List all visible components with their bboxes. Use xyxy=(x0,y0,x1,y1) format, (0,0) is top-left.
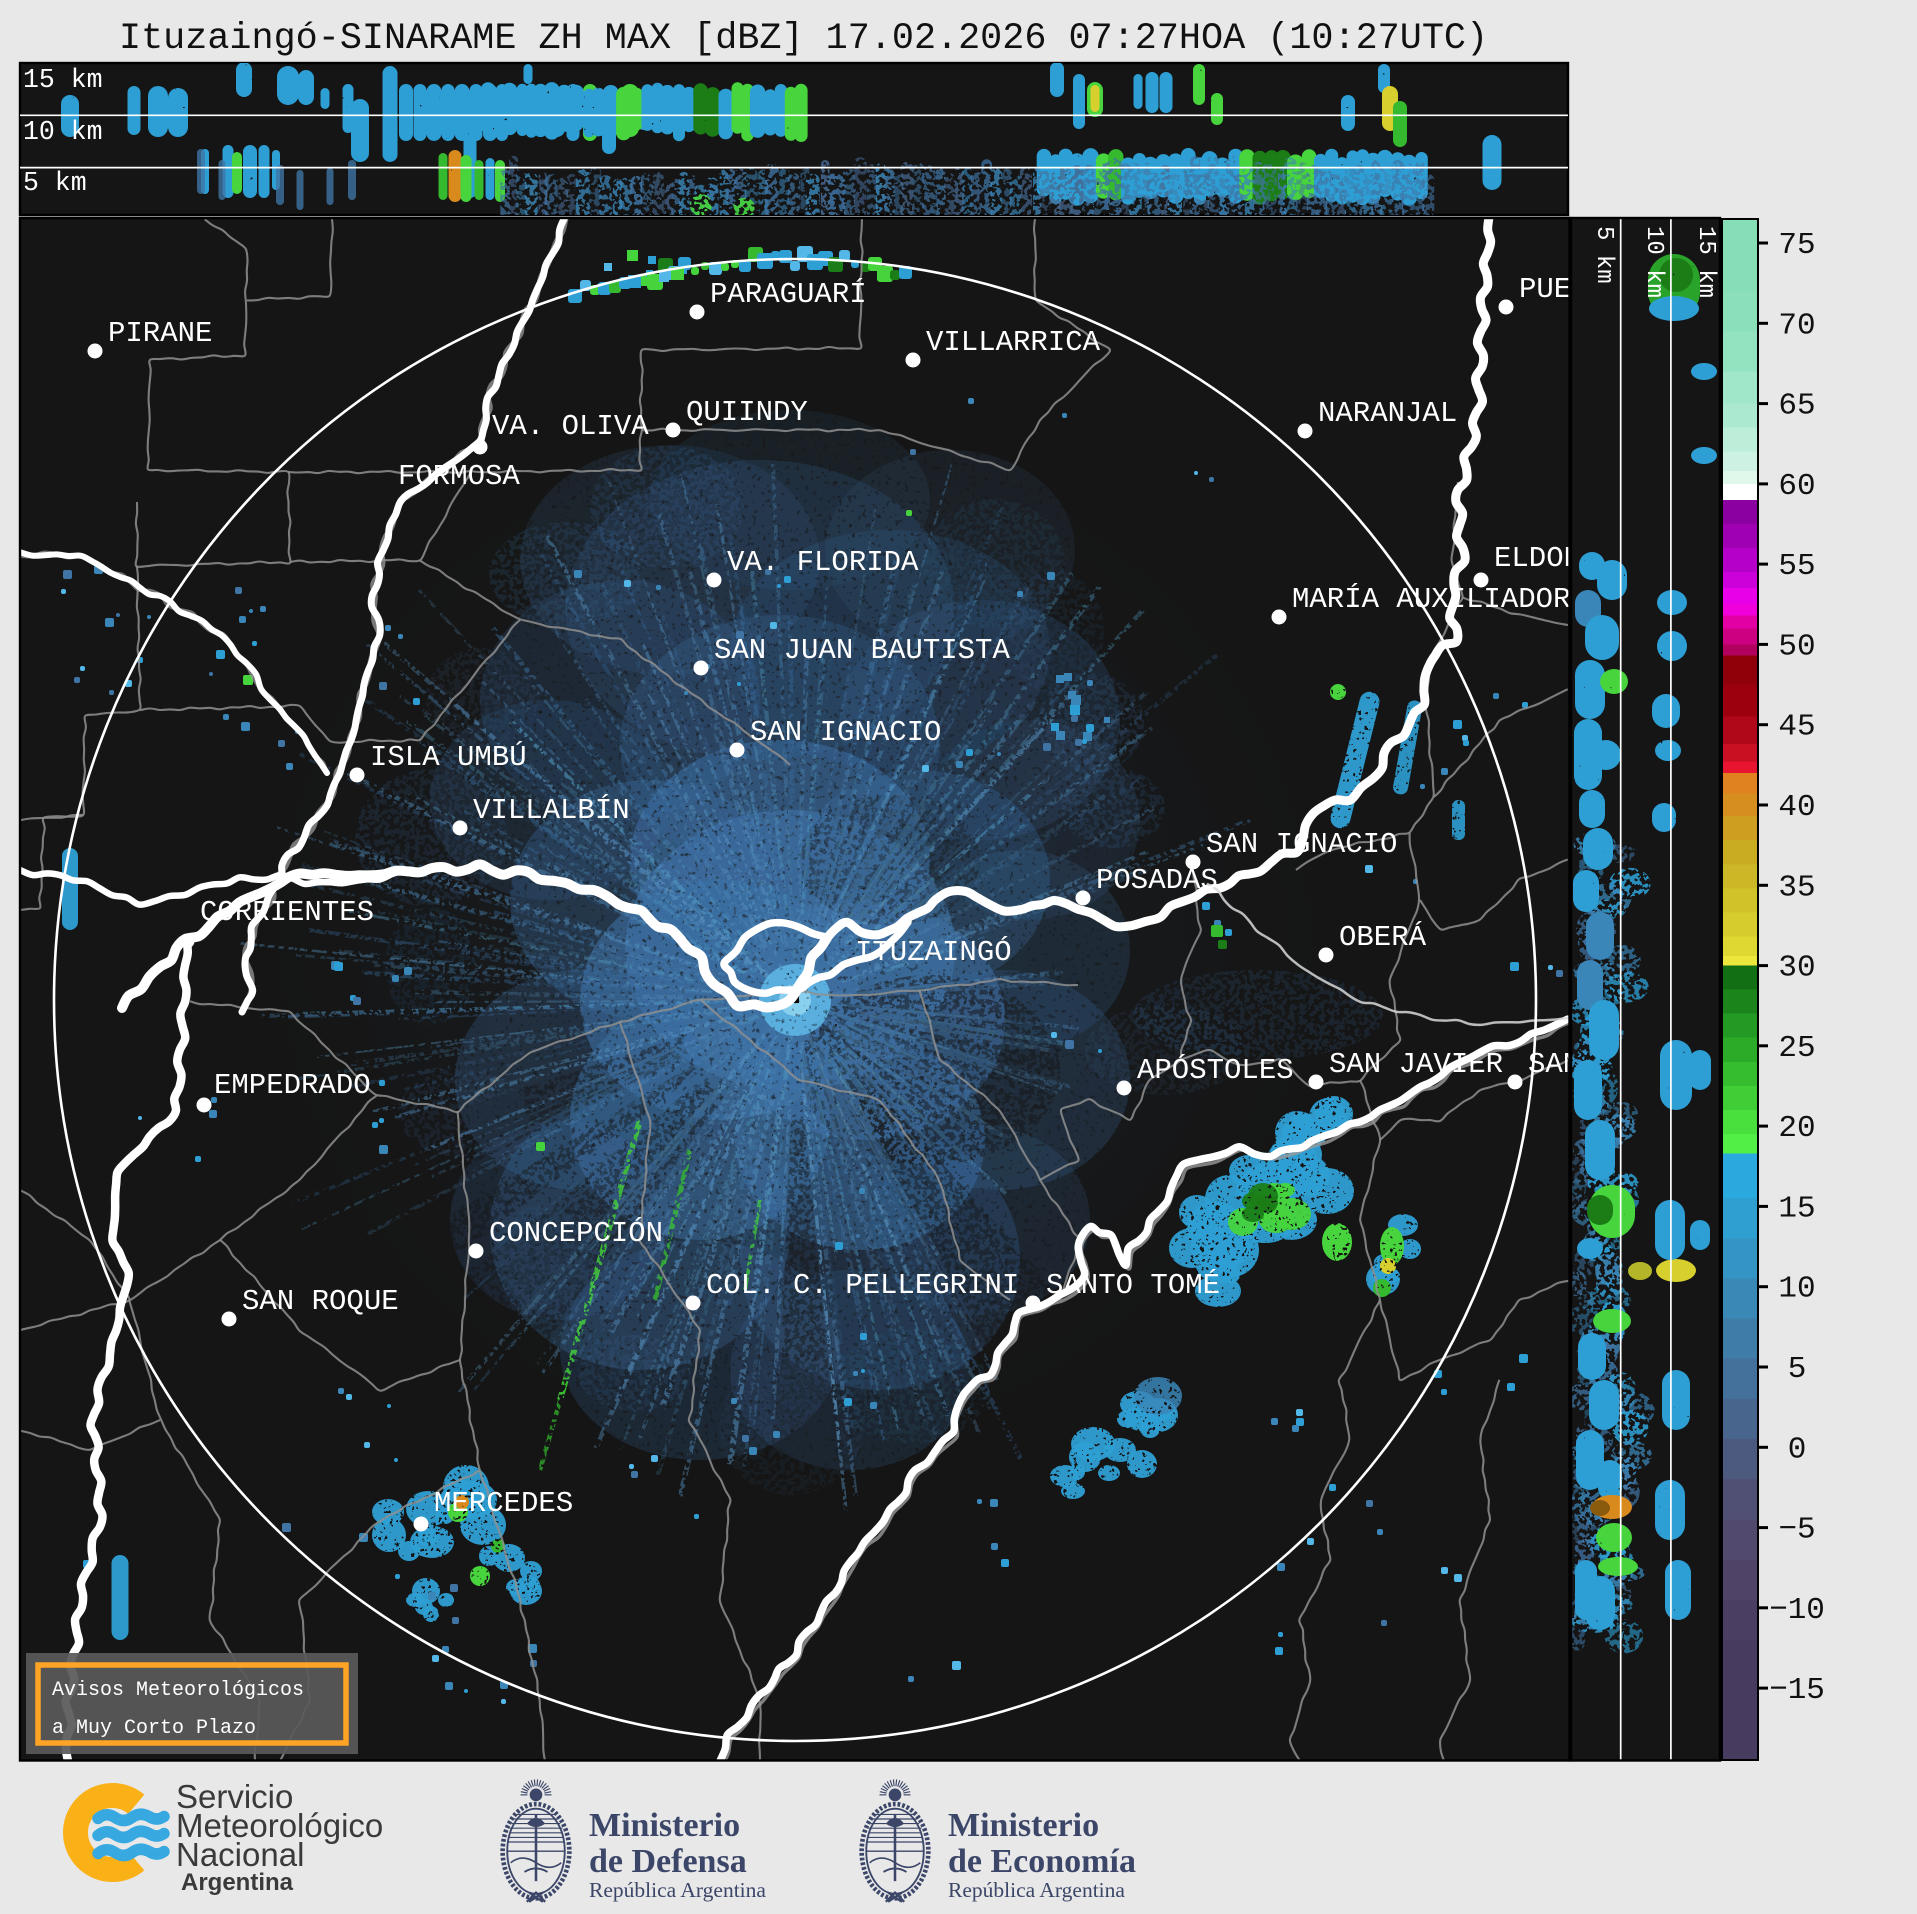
svg-text:POSADAS: POSADAS xyxy=(1096,864,1218,897)
svg-text:VILLARRICA: VILLARRICA xyxy=(926,326,1101,359)
svg-text:75: 75 xyxy=(1778,228,1815,263)
svg-text:de Economía: de Economía xyxy=(948,1843,1136,1880)
svg-text:10: 10 xyxy=(1778,1272,1815,1307)
svg-text:COL. C. PELLEGRINI: COL. C. PELLEGRINI xyxy=(706,1269,1019,1302)
svg-text:Argentina: Argentina xyxy=(181,1869,294,1896)
svg-text:MERCEDES: MERCEDES xyxy=(434,1487,573,1520)
svg-text:VA. OLIVA: VA. OLIVA xyxy=(492,410,649,443)
svg-text:−5: −5 xyxy=(1778,1513,1815,1548)
svg-text:PARAGUARÍ: PARAGUARÍ xyxy=(710,277,867,311)
svg-text:APÓSTOLES: APÓSTOLES xyxy=(1137,1053,1294,1087)
svg-text:SAN IGNACIO: SAN IGNACIO xyxy=(750,716,941,749)
svg-text:−15: −15 xyxy=(1769,1673,1825,1708)
svg-text:PIRANE: PIRANE xyxy=(108,317,212,350)
svg-text:45: 45 xyxy=(1778,710,1815,745)
svg-text:Meteorológico: Meteorológico xyxy=(176,1807,383,1844)
svg-text:SAN VICENTE: SAN VICENTE xyxy=(1528,1048,1719,1081)
svg-text:20: 20 xyxy=(1778,1111,1815,1146)
svg-text:MARÍA AUXILIADORA: MARÍA AUXILIADORA xyxy=(1292,582,1588,616)
svg-text:VA. FLORIDA: VA. FLORIDA xyxy=(727,546,919,579)
svg-text:ITUZAINGÓ: ITUZAINGÓ xyxy=(855,935,1012,969)
svg-text:70: 70 xyxy=(1778,308,1815,343)
svg-text:65: 65 xyxy=(1778,389,1815,424)
svg-text:Nacional: Nacional xyxy=(176,1836,304,1873)
svg-text:−10: −10 xyxy=(1769,1593,1825,1628)
svg-text:10 km: 10 km xyxy=(23,117,103,147)
svg-text:0: 0 xyxy=(1788,1432,1807,1467)
svg-text:ELDORADO: ELDORADO xyxy=(1494,542,1633,575)
svg-text:CONCEPCIÓN: CONCEPCIÓN xyxy=(489,1216,663,1250)
svg-text:Ministerio: Ministerio xyxy=(948,1807,1099,1844)
svg-text:SAN JAVIER: SAN JAVIER xyxy=(1329,1048,1503,1081)
svg-text:Servicio: Servicio xyxy=(176,1778,293,1815)
svg-text:SAN IGNACIO: SAN IGNACIO xyxy=(1206,828,1397,861)
svg-text:Ministerio: Ministerio xyxy=(589,1807,740,1844)
svg-text:5: 5 xyxy=(1788,1352,1807,1387)
svg-text:15: 15 xyxy=(1778,1191,1815,1226)
svg-text:10 km: 10 km xyxy=(1640,226,1667,298)
svg-text:35: 35 xyxy=(1778,870,1815,905)
svg-text:SANTO TOMÉ: SANTO TOMÉ xyxy=(1046,1268,1220,1302)
svg-text:CORRIENTES: CORRIENTES xyxy=(200,896,374,929)
svg-text:15 km: 15 km xyxy=(1692,226,1719,298)
svg-text:de Defensa: de Defensa xyxy=(589,1843,747,1880)
svg-text:30: 30 xyxy=(1778,951,1815,986)
svg-text:QUIINDY: QUIINDY xyxy=(686,396,808,429)
svg-text:Avisos Meteorológicos: Avisos Meteorológicos xyxy=(52,1679,304,1702)
svg-text:55: 55 xyxy=(1778,549,1815,584)
svg-text:ISLA UMBÚ: ISLA UMBÚ xyxy=(370,740,527,774)
svg-text:5 km: 5 km xyxy=(23,168,87,198)
svg-text:República Argentina: República Argentina xyxy=(948,1878,1125,1902)
svg-text:OBERÁ: OBERÁ xyxy=(1339,920,1427,954)
svg-text:Ituzaingó-SINARAME ZH MAX [dBZ: Ituzaingó-SINARAME ZH MAX [dBZ] 17.02.20… xyxy=(119,18,1488,60)
svg-text:EMPEDRADO: EMPEDRADO xyxy=(214,1069,371,1102)
svg-text:25: 25 xyxy=(1778,1031,1815,1066)
svg-text:40: 40 xyxy=(1778,790,1815,825)
svg-text:SAN JUAN BAUTISTA: SAN JUAN BAUTISTA xyxy=(714,634,1010,667)
svg-text:VILLALBÍN: VILLALBÍN xyxy=(473,793,630,827)
svg-text:PUERTO RICO: PUERTO RICO xyxy=(1519,273,1710,306)
svg-text:a Muy Corto Plazo: a Muy Corto Plazo xyxy=(52,1717,256,1740)
svg-text:15 km: 15 km xyxy=(23,65,103,95)
svg-text:50: 50 xyxy=(1778,629,1815,664)
svg-text:SAN ROQUE: SAN ROQUE xyxy=(242,1285,399,1318)
svg-text:60: 60 xyxy=(1778,469,1815,504)
svg-text:NARANJAL: NARANJAL xyxy=(1318,397,1457,430)
svg-text:FORMOSA: FORMOSA xyxy=(398,460,520,493)
svg-text:República Argentina: República Argentina xyxy=(589,1878,766,1902)
svg-text:5 km: 5 km xyxy=(1590,226,1617,284)
